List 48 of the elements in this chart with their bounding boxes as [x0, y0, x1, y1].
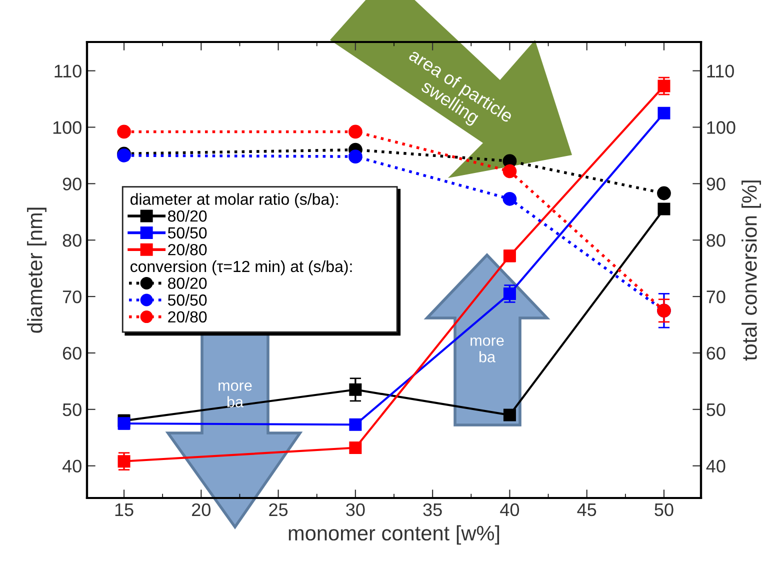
- annotation: more ba: [218, 382, 252, 408]
- legend-label: 50/50: [168, 226, 207, 239]
- x-tick-label: 25: [269, 503, 288, 516]
- point: [117, 124, 131, 139]
- y2-tick-label: 100: [707, 121, 736, 134]
- legend-label: 80/20: [168, 210, 207, 222]
- y2-tick-label: 110: [707, 64, 734, 78]
- y2-tick-label: 60: [706, 346, 726, 360]
- y-tick-label: 50: [62, 403, 82, 416]
- text: diameter at molar ratio (s/ba):: [130, 193, 338, 208]
- y-axis-title: diameter [nm]: [27, 208, 46, 333]
- y2-tick-label: 50: [706, 403, 726, 416]
- point: [349, 442, 362, 454]
- x-tick-label: 20: [192, 503, 210, 516]
- legend-label: 80/20: [168, 277, 207, 289]
- y2-axis-title: total conversion [%]: [742, 180, 761, 361]
- x-tick-label: 45: [577, 504, 596, 516]
- x-tick-label: 50: [654, 503, 674, 516]
- y-tick-label: 80: [62, 234, 82, 247]
- x-tick-label: 40: [500, 503, 520, 516]
- y-tick-label: 100: [53, 121, 82, 134]
- point: [502, 164, 517, 178]
- point: [503, 408, 516, 422]
- y-tick-label: 90: [62, 178, 82, 190]
- point: [348, 124, 362, 139]
- x-tick-label: 15: [115, 504, 134, 516]
- x-tick-label: 35: [423, 503, 442, 516]
- y2-tick-label: 90: [706, 178, 726, 190]
- y2-tick-label: 40: [706, 460, 726, 473]
- y-tick-label: 60: [62, 346, 82, 360]
- y-tick-label: 70: [62, 290, 82, 304]
- point: [349, 418, 362, 431]
- point: [658, 202, 670, 216]
- point: [502, 192, 517, 206]
- x-tick-label: 30: [346, 503, 365, 516]
- x-axis-title: monomer content [w%]: [288, 525, 500, 545]
- point: [348, 150, 362, 164]
- y-tick-label: 110: [54, 64, 82, 78]
- point: [658, 106, 670, 120]
- point: [657, 186, 671, 200]
- text: conversion (τ=12 min) at (s/ba):: [130, 260, 352, 276]
- legend-label: 20/80: [168, 244, 207, 256]
- y2-tick-label: 70: [706, 290, 726, 304]
- y2-tick-label: 80: [706, 234, 726, 247]
- legend-label: 50/50: [168, 294, 207, 306]
- y-tick-label: 40: [62, 460, 82, 473]
- legend-label: 20/80: [168, 310, 207, 323]
- annotation: more ba: [470, 338, 504, 362]
